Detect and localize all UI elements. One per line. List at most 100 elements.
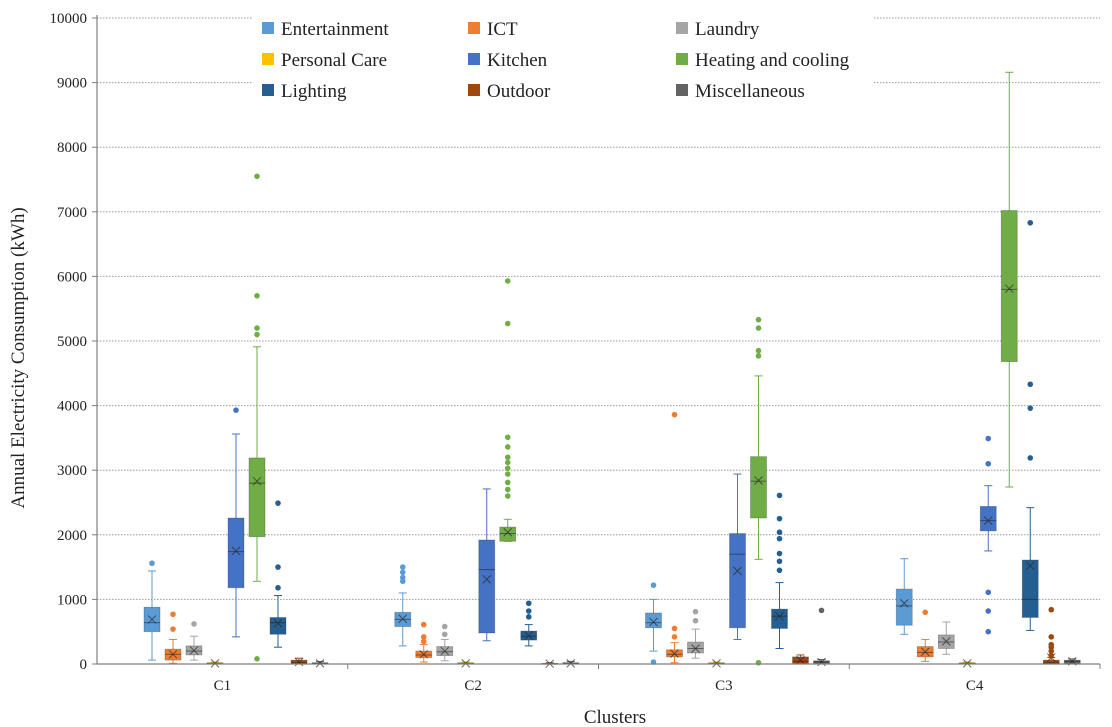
outlier-point (985, 628, 992, 635)
outlier-point (1048, 606, 1055, 613)
outlier-point (1027, 405, 1034, 411)
mean-marker (168, 649, 178, 659)
y-tick-label: 5000 (57, 334, 87, 350)
outlier-point (755, 316, 762, 323)
outlier-point (671, 634, 678, 640)
outlier-point (170, 611, 176, 618)
outlier-point (985, 608, 992, 614)
outlier-point (504, 471, 511, 477)
outlier-point (692, 617, 699, 624)
legend-swatch (676, 53, 688, 65)
mean-marker (733, 566, 742, 576)
x-tick-label: C1 (214, 678, 232, 694)
legend-label: ICT (487, 19, 518, 40)
outlier-point (650, 582, 657, 588)
outlier-point (1048, 634, 1055, 640)
outlier-point (525, 614, 532, 620)
box (1000, 210, 1018, 363)
series-ict (164, 411, 934, 664)
mean-marker (899, 598, 909, 608)
outlier-point (776, 492, 783, 499)
x-tick-label: C3 (715, 678, 733, 694)
outlier-point (275, 500, 281, 506)
series-lighting (269, 219, 1039, 649)
y-tick-label: 0 (80, 657, 88, 673)
outlier-point (399, 574, 406, 581)
outlier-point (254, 292, 260, 299)
mean-marker (252, 476, 262, 486)
outlier-point (776, 535, 783, 542)
outlier-point (504, 454, 511, 461)
legend-swatch (262, 84, 274, 96)
y-tick-labels: 0 1000 2000 3000 4000 5000 6000 7000 8000 9000 100… (50, 11, 88, 673)
box (771, 608, 788, 629)
box (895, 588, 913, 626)
outlier-point (504, 320, 511, 327)
legend: Entertainment ICT Laundry Personal Care Kitc… (262, 19, 850, 102)
axes (92, 15, 1101, 669)
outlier-point (671, 625, 678, 632)
mean-marker (273, 618, 283, 628)
legend-label: Outdoor (487, 81, 551, 102)
outlier-point (985, 460, 992, 467)
outlier-point (504, 486, 511, 493)
outlier-point (525, 600, 532, 607)
x-tick-labels: C1 C2 C3 C4 (214, 678, 984, 694)
mean-marker (649, 617, 658, 627)
legend-box (252, 10, 874, 110)
box-series (143, 71, 1081, 669)
outlier-point (776, 558, 783, 565)
outlier-point (420, 638, 427, 645)
box (979, 505, 997, 532)
y-tick-label: 9000 (57, 76, 87, 92)
outlier-point (1027, 455, 1034, 461)
legend-background (252, 10, 874, 110)
outlier-point (254, 325, 260, 331)
mean-marker (231, 546, 241, 556)
outlier-point (985, 589, 992, 596)
outlier-point (692, 608, 699, 615)
mean-marker (524, 631, 534, 640)
outlier-point (441, 623, 448, 630)
legend-label: Personal Care (281, 50, 387, 71)
outlier-point (1048, 648, 1055, 654)
outlier-point (275, 584, 281, 591)
outlier-point (525, 608, 532, 614)
outlier-point (755, 659, 762, 666)
y-tick-label: 1000 (57, 592, 87, 608)
outlier-point (399, 564, 406, 570)
outlier-point (776, 550, 783, 557)
outlier-point (1048, 641, 1055, 648)
outlier-point (504, 459, 511, 466)
legend-swatch (262, 22, 274, 34)
outlier-point (985, 435, 992, 442)
mean-marker (461, 659, 471, 668)
outlier-point (504, 479, 511, 486)
mean-marker (315, 659, 325, 668)
outlier-point (776, 567, 783, 574)
mean-marker (294, 657, 304, 667)
series-kitchen (227, 407, 997, 642)
outlier-point (1048, 652, 1055, 659)
x-axis-label: Clusters (584, 707, 646, 727)
box (269, 617, 287, 635)
mean-marker (398, 614, 408, 624)
box (750, 456, 767, 519)
legend-swatch (468, 22, 480, 34)
mean-marker (962, 659, 972, 668)
legend-swatch (676, 84, 688, 96)
x-tick-label: C2 (464, 678, 482, 694)
mean-marker (482, 575, 492, 584)
mean-marker (670, 649, 679, 659)
mean-marker (817, 657, 826, 667)
outlier-point (922, 609, 929, 616)
y-tick-label: 8000 (57, 140, 87, 156)
mean-marker (1004, 284, 1014, 294)
box (248, 457, 266, 538)
mean-marker (754, 476, 763, 485)
y-tick-label: 3000 (57, 463, 87, 479)
series-personal-care (206, 659, 976, 668)
outlier-point (504, 465, 511, 472)
box (1021, 559, 1039, 618)
